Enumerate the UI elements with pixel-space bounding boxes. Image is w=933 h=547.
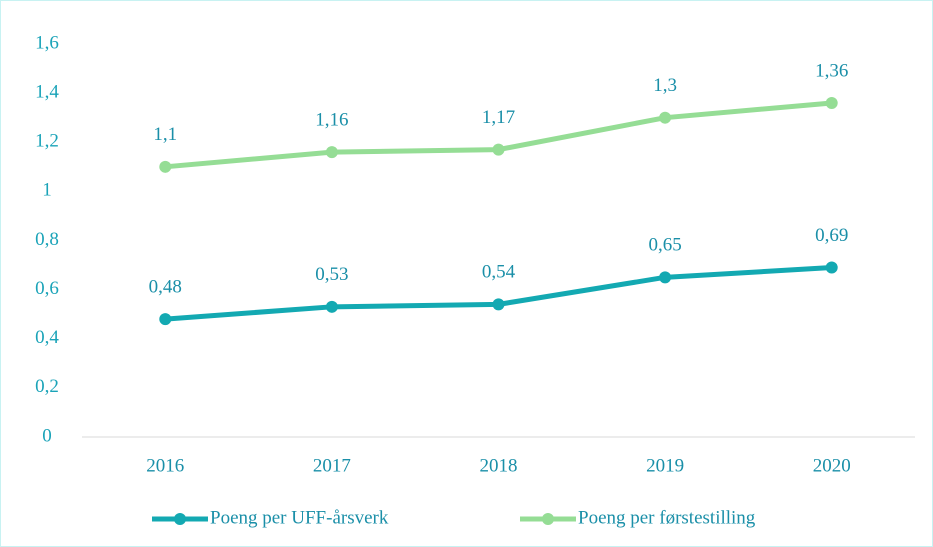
- data-label: 0,48: [149, 276, 182, 297]
- point: [325, 300, 338, 313]
- point: [659, 111, 672, 124]
- point: [825, 261, 838, 274]
- data-label: 1,1: [153, 124, 177, 145]
- point: [825, 96, 838, 109]
- data-label: 1,16: [315, 109, 348, 130]
- y-tick-label: 0: [42, 425, 52, 446]
- legend-label: Poeng per UFF-årsverk: [210, 507, 389, 528]
- data-label: 0,69: [815, 225, 848, 246]
- point: [492, 298, 505, 311]
- x-tick-label: 2019: [646, 455, 684, 476]
- legend-marker: [542, 513, 554, 525]
- data-label: 0,65: [648, 235, 681, 256]
- point: [659, 271, 672, 284]
- x-tick-label: 2017: [313, 455, 351, 476]
- legend-marker: [174, 513, 186, 525]
- y-tick-label: 0,2: [35, 376, 59, 397]
- data-label: 1,3: [653, 75, 677, 96]
- point: [492, 143, 505, 156]
- data-label: 1,36: [815, 60, 848, 81]
- data-label: 0,53: [315, 264, 348, 285]
- x-tick-label: 2016: [146, 455, 184, 476]
- y-tick-label: 1,6: [35, 32, 59, 53]
- x-tick-label: 2020: [813, 455, 851, 476]
- point: [159, 160, 172, 173]
- point: [159, 313, 172, 326]
- y-tick-label: 1: [42, 180, 52, 201]
- data-label: 0,54: [482, 262, 516, 283]
- data-label: 1,17: [482, 107, 515, 128]
- y-tick-label: 1,4: [35, 81, 59, 102]
- point: [325, 146, 338, 159]
- y-tick-label: 0,4: [35, 327, 59, 348]
- x-tick-label: 2018: [480, 455, 518, 476]
- legend-label: Poeng per førstestilling: [578, 507, 756, 528]
- y-tick-label: 0,6: [35, 278, 59, 299]
- y-tick-label: 1,2: [35, 131, 59, 152]
- y-tick-label: 0,8: [35, 229, 59, 250]
